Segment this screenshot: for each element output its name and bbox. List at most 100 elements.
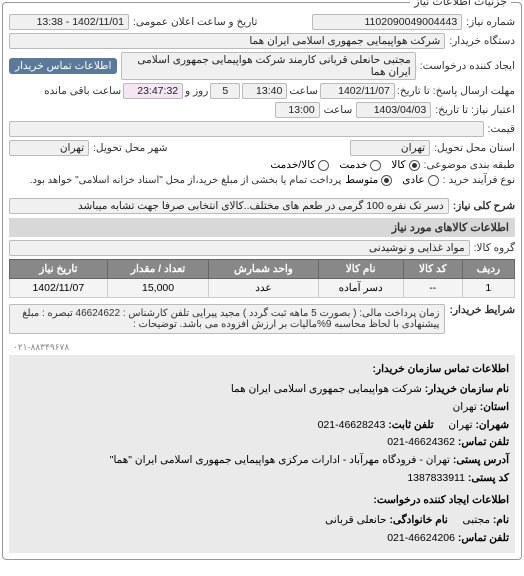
contact-address: آدرس پستی: تهران - فرودگاه مهرآباد - ادا… bbox=[15, 452, 509, 470]
days-remaining-label: روز و bbox=[185, 85, 208, 97]
radio-icon bbox=[370, 160, 381, 171]
fax-label: تلفن تماس: bbox=[458, 436, 509, 448]
table-row: 1 -- دسر آماده عدد 15,000 1402/11/07 bbox=[10, 279, 515, 298]
process-note: پرداخت تمام یا بخشی از مبلغ خرید،از محل … bbox=[30, 175, 342, 186]
radio-icon bbox=[318, 160, 329, 171]
phone-label: تلفن ثابت: bbox=[388, 419, 433, 431]
desc-field: دسر تک نفره 100 گرمی در طعم های مختلف..ک… bbox=[9, 198, 449, 214]
panel-title: جزئیات اطلاعات نیاز bbox=[410, 0, 511, 8]
class-radio-group: کالا خدمت کالا/خدمت bbox=[270, 159, 419, 171]
delivery-province: تهران bbox=[350, 140, 430, 156]
name: مجتبی bbox=[462, 514, 490, 526]
status-field bbox=[9, 121, 484, 137]
radio-icon bbox=[428, 175, 439, 186]
class-opt3: کالا/خدمت bbox=[270, 159, 315, 171]
buyer-org-label: دستگاه خریدار: bbox=[449, 35, 515, 47]
contact-panel: اطلاعات تماس سازمان خریدار: نام سازمان خ… bbox=[9, 355, 515, 553]
th-date: تاریخ نیاز bbox=[10, 260, 108, 279]
request-number-label: شماره نیاز: bbox=[466, 16, 515, 28]
row-status: قیمت: bbox=[9, 121, 515, 137]
radio-icon bbox=[409, 160, 420, 171]
city-label: شهران: bbox=[475, 419, 509, 431]
contact-org: نام سازمان خریدار: شرکت هواپیمایی جمهوری… bbox=[15, 381, 509, 399]
th-code: کد کالا bbox=[403, 260, 462, 279]
address: تهران - فرودگاه مهرآباد - ادارات مرکزی ه… bbox=[110, 454, 450, 466]
row-buyer: دستگاه خریدار: شرکت هواپیمایی جمهوری اسل… bbox=[9, 33, 515, 49]
request-number-field: 1102090049004443 bbox=[312, 14, 462, 30]
status-label: قیمت: bbox=[488, 123, 516, 135]
footer-code: ۰۲۱-۸۸۳۴۹۶۷۸ bbox=[9, 340, 515, 355]
deadline-label: مهلت ارسال پاسخ: تا تاریخ: bbox=[397, 85, 515, 97]
row-goods-group: گروه کالا: مواد غذایی و نوشیدنی bbox=[9, 240, 515, 256]
contact-postal: کد پستی: 1387833911 bbox=[15, 470, 509, 488]
time-remaining: 23:47:32 bbox=[123, 83, 183, 99]
creator-name-row: نام: مجتبی نام خانوادگی: حانعلی قربانی bbox=[15, 512, 509, 530]
postal-label: کد پستی: bbox=[468, 472, 509, 484]
process-radio-medium[interactable]: متوسط bbox=[345, 174, 392, 186]
row-delivery: استان محل تحویل: تهران شهر محل تحویل: ته… bbox=[9, 140, 515, 156]
conditions-text: زمان پرداخت مالی: ( بصورت 5 ماهه ثبت گرد… bbox=[9, 304, 445, 334]
td-name: دسر آماده bbox=[318, 279, 403, 298]
conditions-label: شرایط خریدار: bbox=[449, 301, 515, 316]
contact-province: استان: تهران bbox=[15, 399, 509, 417]
validity-date: 1403/04/03 bbox=[356, 102, 431, 118]
td-qty: 15,000 bbox=[107, 279, 209, 298]
td-unit: عدد bbox=[209, 279, 318, 298]
creator-label: ایجاد کننده درخواست: bbox=[420, 60, 515, 72]
row-creator: ایجاد کننده درخواست: مجتبی حانعلی قربانی… bbox=[9, 52, 515, 80]
row-request-number: شماره نیاز: 1102090049004443 تاریخ و ساع… bbox=[9, 14, 515, 30]
delivery-province-label: استان محل تحویل: bbox=[434, 142, 515, 154]
creator-field: مجتبی حانعلی قربانی کارمند شرکت هواپیمای… bbox=[121, 52, 415, 80]
phone2-label: تلفن تماس: bbox=[458, 532, 509, 544]
province-label: استان: bbox=[480, 401, 509, 413]
phone2: 46624206-021 bbox=[387, 532, 455, 544]
row-process: نوع فرآیند خرید : عادی متوسط پرداخت تمام… bbox=[9, 174, 515, 186]
goods-group-field: مواد غذایی و نوشیدنی bbox=[9, 240, 470, 256]
contact-header: اطلاعات تماس سازمان خریدار: bbox=[15, 361, 509, 379]
contact-fax: تلفن تماس: 46624362-021 bbox=[15, 434, 509, 452]
deadline-time: 13:40 bbox=[242, 83, 287, 99]
th-unit: واحد شمارش bbox=[209, 260, 318, 279]
address-label: آدرس پستی: bbox=[453, 454, 509, 466]
deadline-time-label: ساعت bbox=[289, 85, 318, 97]
validity-label: اعتبار نیاز: تا تاریخ: bbox=[435, 104, 515, 116]
goods-section-header: اطلاعات کالاهای مورد نیاز bbox=[9, 218, 515, 237]
province: تهران bbox=[453, 401, 477, 413]
class-opt1: کالا bbox=[391, 159, 405, 171]
class-radio-service[interactable]: خدمت bbox=[339, 159, 381, 171]
days-remaining: 5 bbox=[210, 83, 240, 99]
deadline-date: 1402/11/07 bbox=[320, 83, 395, 99]
row-description: شرح کلی نیاز: دسر تک نفره 100 گرمی در طع… bbox=[9, 198, 515, 214]
delivery-city-label: شهر محل تحویل: bbox=[93, 142, 168, 154]
announce-label: تاریخ و ساعت اعلان عمومی: bbox=[133, 16, 257, 28]
name-label: نام: bbox=[493, 514, 509, 526]
class-radio-goods[interactable]: کالا bbox=[391, 159, 419, 171]
org-name: شرکت هواپیمایی جمهوری اسلامی ایران هما bbox=[231, 383, 422, 395]
process-label: نوع فرآیند خرید : bbox=[443, 174, 515, 186]
td-date: 1402/11/07 bbox=[10, 279, 108, 298]
goods-group-label: گروه کالا: bbox=[474, 242, 515, 254]
phone: 46628243-021 bbox=[318, 419, 386, 431]
contact-info-button[interactable]: اطلاعات تماس خریدار bbox=[9, 58, 117, 74]
process-radio-group: عادی متوسط bbox=[345, 174, 438, 186]
process-radio-normal[interactable]: عادی bbox=[402, 174, 438, 186]
announce-field: 1402/11/01 - 13:38 bbox=[9, 14, 129, 30]
validity-time-label: ساعت bbox=[324, 104, 353, 116]
class-radio-both[interactable]: کالا/خدمت bbox=[270, 159, 329, 171]
postal: 1387833911 bbox=[407, 472, 465, 484]
td-row: 1 bbox=[462, 279, 514, 298]
row-conditions: شرایط خریدار: زمان پرداخت مالی: ( بصورت … bbox=[9, 301, 515, 337]
row-validity: اعتبار نیاز: تا تاریخ: 1403/04/03 ساعت 1… bbox=[9, 102, 515, 118]
family-label: نام خانوادگی: bbox=[389, 514, 447, 526]
details-panel: جزئیات اطلاعات نیاز شماره نیاز: 11020900… bbox=[2, 2, 522, 560]
th-qty: تعداد / مقدار bbox=[107, 260, 209, 279]
th-name: نام کالا bbox=[318, 260, 403, 279]
fax: 46624362-021 bbox=[387, 436, 455, 448]
family: حانعلی قربانی bbox=[325, 514, 386, 526]
validity-time: 13:00 bbox=[275, 102, 320, 118]
buyer-org-field: شرکت هواپیمایی جمهوری اسلامی ایران هما bbox=[9, 33, 445, 49]
creator-header: اطلاعات ایجاد کننده درخواست: bbox=[15, 492, 509, 510]
creator-phone: تلفن تماس: 46624206-021 bbox=[15, 530, 509, 548]
radio-icon bbox=[381, 175, 392, 186]
class-opt2: خدمت bbox=[339, 159, 367, 171]
